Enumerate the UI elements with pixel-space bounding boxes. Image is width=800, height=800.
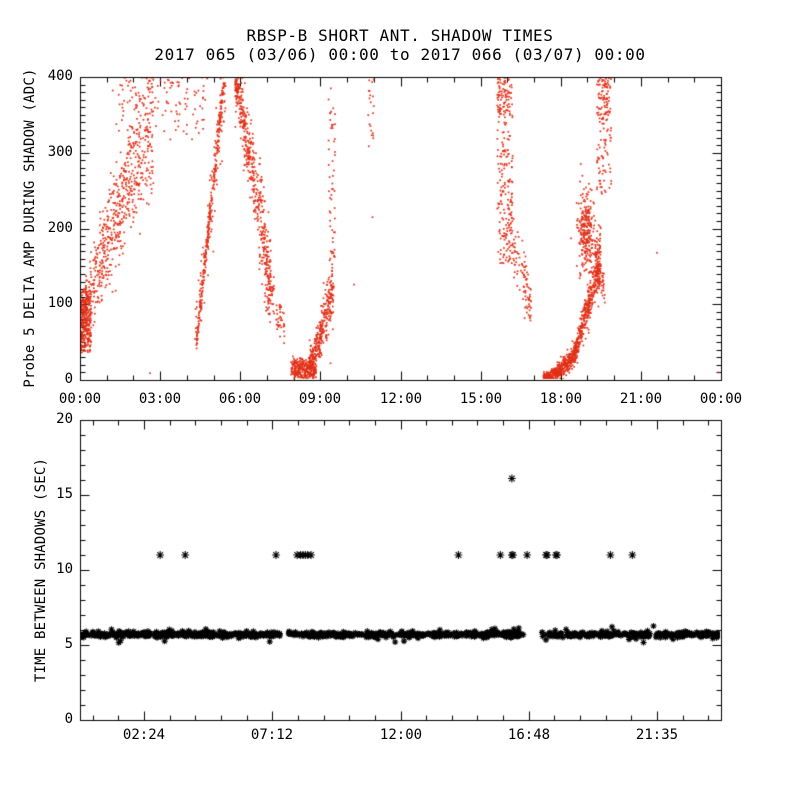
x-tick-label: 18:00: [539, 391, 583, 407]
x-tick-label: 00:00: [699, 391, 743, 407]
x-tick-label: 02:24: [122, 727, 166, 743]
y-tick-label: 400: [47, 68, 73, 84]
x-tick-label: 16:48: [507, 727, 551, 743]
y-tick-label: 300: [47, 144, 73, 160]
y-tick-label: 0: [64, 711, 73, 727]
y-tick-label: 5: [64, 636, 73, 652]
x-tick-label: 21:00: [619, 391, 663, 407]
y-tick-label: 0: [64, 371, 73, 387]
x-tick-label: 12:00: [379, 391, 423, 407]
y-tick-label: 100: [47, 295, 73, 311]
x-tick-label: 06:00: [218, 391, 262, 407]
y-tick-label: 200: [47, 220, 73, 236]
x-tick-label: 07:12: [250, 727, 294, 743]
x-tick-label: 00:00: [58, 391, 102, 407]
y-tick-label: 15: [56, 486, 73, 502]
figure-subtitle: 2017 065 (03/06) 00:00 to 2017 066 (03/0…: [154, 45, 646, 64]
y-tick-label: 20: [56, 411, 73, 427]
y-tick-label: 10: [56, 561, 73, 577]
x-tick-label: 21:35: [635, 727, 679, 743]
x-tick-label: 03:00: [138, 391, 182, 407]
figure-title: RBSP-B SHORT ANT. SHADOW TIMES: [246, 26, 554, 45]
x-tick-label: 12:00: [379, 727, 423, 743]
x-tick-label: 09:00: [298, 391, 342, 407]
x-tick-label: 15:00: [459, 391, 503, 407]
